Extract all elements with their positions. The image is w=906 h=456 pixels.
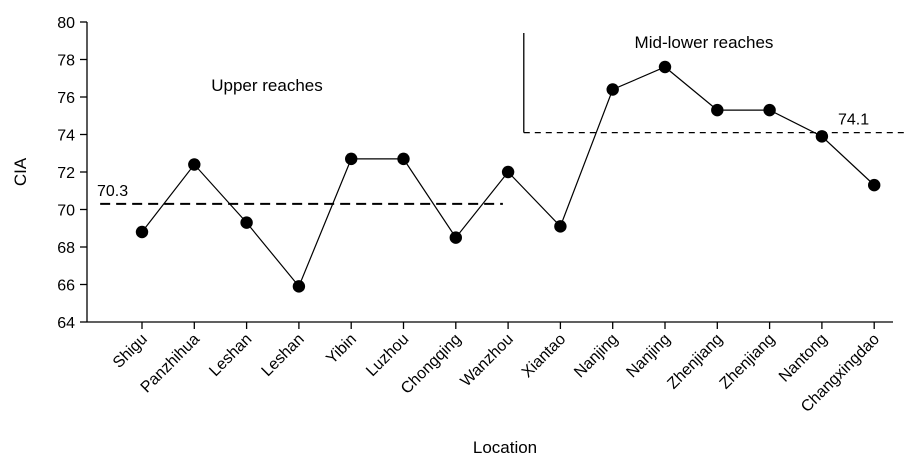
data-point — [711, 103, 724, 117]
data-point — [815, 130, 829, 143]
labels: Location CIA 70.3 74.1 Upper reaches Mid-lowe… — [11, 33, 869, 456]
reference-line-label: 74.1 — [838, 112, 869, 129]
x-tick-label: Yibin — [323, 331, 360, 368]
x-tick-label: Leshan — [206, 331, 255, 380]
data-point — [763, 103, 776, 117]
x-tick-label: Zhenjiang — [717, 331, 779, 393]
reference-lines — [100, 33, 906, 205]
y-tick-label: 76 — [57, 90, 75, 107]
data-point — [449, 231, 462, 244]
data-point — [397, 152, 410, 166]
y-tick-label: 78 — [57, 53, 75, 70]
data-point — [240, 216, 253, 229]
reference-line-label: 70.3 — [97, 183, 128, 200]
data-point — [658, 60, 672, 74]
x-tick-label: Zhenjiang — [664, 331, 726, 393]
region-label-upper: Upper reaches — [211, 76, 323, 95]
y-axis-title: CIA — [11, 157, 30, 186]
region-label-mid-lower: Mid-lower reaches — [635, 33, 774, 52]
data-point — [868, 178, 881, 192]
data-point — [188, 158, 201, 171]
y-tick-label: 72 — [57, 165, 75, 182]
y-tick-label: 80 — [57, 15, 75, 32]
x-tick-label: Wanzhou — [458, 331, 517, 390]
data-point — [345, 152, 358, 166]
x-tick-label: Shigu — [110, 331, 151, 372]
x-tick-label: Xiantao — [519, 331, 569, 381]
data-point — [292, 280, 306, 293]
data-point — [606, 83, 619, 96]
data-point — [554, 220, 567, 233]
x-tick-label: Nanjing — [571, 331, 621, 381]
y-tick-label: 68 — [57, 240, 75, 257]
x-tick-label: Nanjing — [623, 331, 673, 381]
y-tick-label: 74 — [57, 128, 75, 145]
y-tick-label: 66 — [57, 278, 75, 295]
x-tick-label: Nantong — [776, 331, 831, 386]
data-point — [501, 165, 515, 179]
data-point — [135, 225, 149, 239]
y-tick-label: 64 — [57, 315, 75, 332]
x-tick-label: Leshan — [259, 331, 308, 380]
y-tick-label: 70 — [57, 203, 75, 220]
x-axis-title: Location — [473, 438, 537, 456]
x-tick-label: Luzhou — [363, 331, 412, 380]
data-series — [135, 60, 881, 293]
